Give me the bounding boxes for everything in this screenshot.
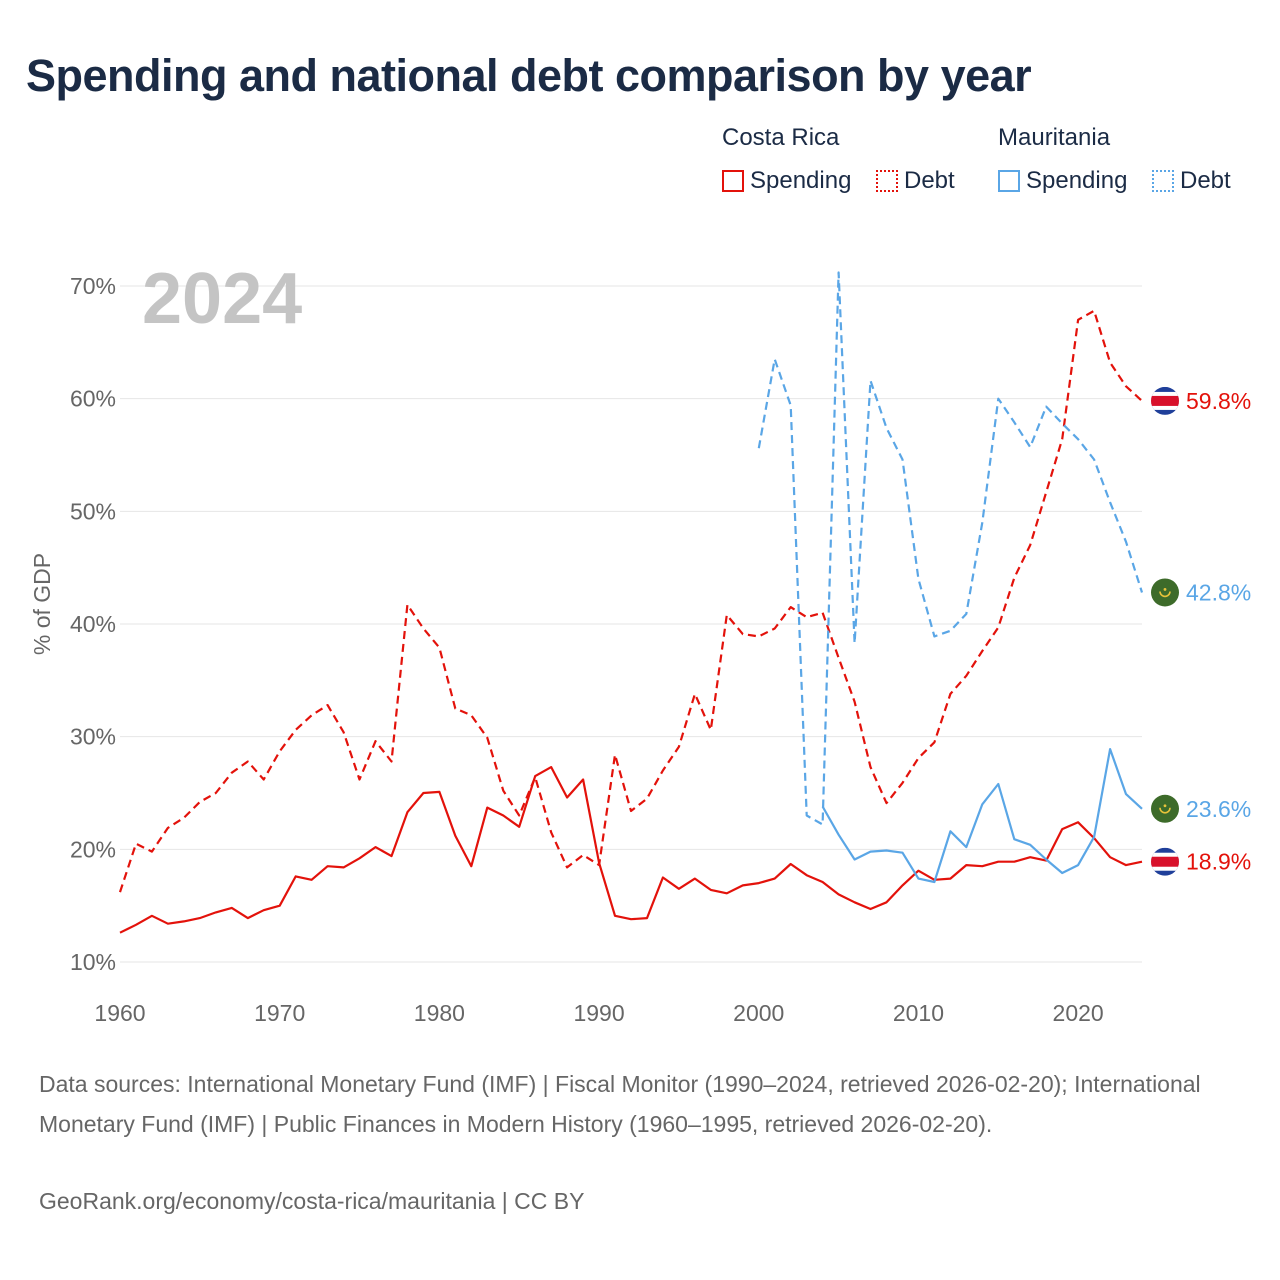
- y-tick-label: 10%: [70, 949, 116, 975]
- legend-label: Debt: [904, 167, 955, 194]
- y-tick-label: 40%: [70, 611, 116, 637]
- x-tick-label: 2010: [893, 1000, 944, 1026]
- x-tick-label: 1960: [94, 1000, 145, 1026]
- x-tick-label: 1970: [254, 1000, 305, 1026]
- chart-title: Spending and national debt comparison by…: [26, 50, 1032, 101]
- footer-credit: GeoRank.org/economy/costa-rica/mauritani…: [39, 1188, 585, 1214]
- line-chart: 2024 % of GDP 10% 20% 30% 40% 50% 60% 70% 1960 1…: [29, 259, 1251, 1026]
- costa-rica-flag-icon: [1151, 847, 1179, 876]
- year-watermark: 2024: [142, 259, 302, 339]
- x-tick-label: 1990: [573, 1000, 624, 1026]
- end-value-label: 18.9%: [1186, 849, 1251, 875]
- legend-label: Spending: [1026, 167, 1128, 194]
- series-line-mauritania-spending[interactable]: [821, 747, 1143, 884]
- end-value-label: 42.8%: [1186, 579, 1251, 605]
- mauritania-flag-icon: [1151, 794, 1179, 823]
- x-tick-label: 1980: [414, 1000, 465, 1026]
- legend-item-costa-rica-debt[interactable]: Debt: [876, 166, 955, 196]
- legend-swatch-dotted-red: [876, 170, 898, 192]
- legend-label: Debt: [1180, 167, 1231, 194]
- legend-country-costa-rica: Costa Rica: [722, 124, 840, 151]
- y-tick-label: 70%: [70, 273, 116, 299]
- legend-swatch-dotted-blue: [1152, 170, 1174, 192]
- y-tick-label: 20%: [70, 836, 116, 862]
- series-line-costa-rica-debt[interactable]: [118, 309, 1143, 893]
- costa-rica-flag-icon: [1151, 386, 1179, 415]
- legend-item-mauritania-spending[interactable]: Spending: [998, 166, 1127, 196]
- y-tick-label: 60%: [70, 386, 116, 412]
- legend-swatch-solid-red: [722, 170, 744, 192]
- y-tick-label: 30%: [70, 724, 116, 750]
- y-tick-label: 50%: [70, 498, 116, 524]
- legend-country-mauritania: Mauritania: [998, 124, 1111, 151]
- y-axis-title: % of GDP: [29, 553, 55, 655]
- legend-swatch-solid-blue: [998, 170, 1020, 192]
- legend-item-costa-rica-spending[interactable]: Spending: [722, 166, 851, 196]
- x-tick-label: 2020: [1053, 1000, 1104, 1026]
- series-line-mauritania-debt[interactable]: [757, 271, 1144, 826]
- footer-sources: Data sources: International Monetary Fun…: [39, 1071, 1201, 1137]
- end-value-label: 23.6%: [1186, 796, 1251, 822]
- legend-item-mauritania-debt[interactable]: Debt: [1152, 166, 1231, 196]
- series-line-costa-rica-spending[interactable]: [119, 765, 1143, 934]
- mauritania-flag-icon: [1151, 578, 1179, 607]
- legend-label: Spending: [750, 167, 852, 194]
- end-value-label: 59.8%: [1186, 388, 1251, 414]
- x-tick-label: 2000: [733, 1000, 784, 1026]
